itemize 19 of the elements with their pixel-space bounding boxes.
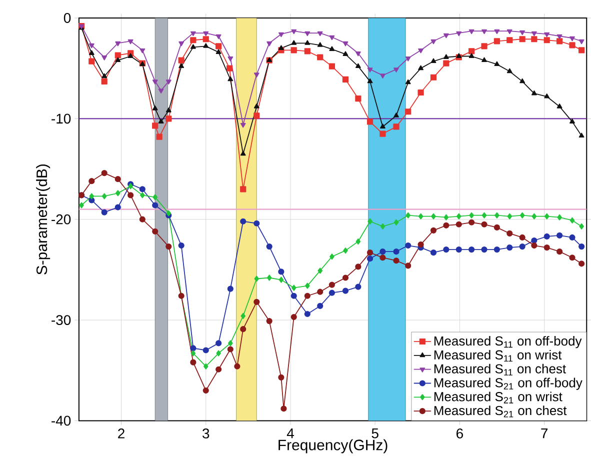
y-axis-title: S-parameter(dB) bbox=[36, 164, 50, 275]
y-tick-label: -10 bbox=[52, 114, 71, 124]
legend-label: Measured S$_{21}$ on off-body bbox=[434, 378, 582, 390]
legend-label: Measured S$_{11}$ on off-body bbox=[434, 336, 582, 348]
legend-label: Measured S$_{11}$ on wrist bbox=[434, 350, 562, 362]
x-tick-label: 7 bbox=[541, 428, 548, 438]
x-tick-label: 5 bbox=[372, 428, 378, 438]
x-tick-label: 3 bbox=[202, 428, 210, 439]
y-tick-label: 0 bbox=[64, 13, 71, 24]
x-tick-label: 6 bbox=[456, 428, 463, 439]
legend-label: Measured S$_{21}$ on chest bbox=[434, 406, 567, 418]
legend-label: Measured S$_{21}$ on wrist bbox=[434, 392, 562, 404]
y-tick-label: -40 bbox=[52, 416, 71, 426]
y-tick-label: -20 bbox=[52, 214, 71, 224]
x-axis-title: Frequency(GHz) bbox=[278, 439, 388, 454]
y-tick-label: -30 bbox=[52, 315, 71, 326]
legend-label: Measured S$_{11}$ on chest bbox=[434, 364, 566, 376]
x-tick-label: 4 bbox=[286, 428, 294, 438]
x-tick-label: 2 bbox=[118, 428, 124, 438]
